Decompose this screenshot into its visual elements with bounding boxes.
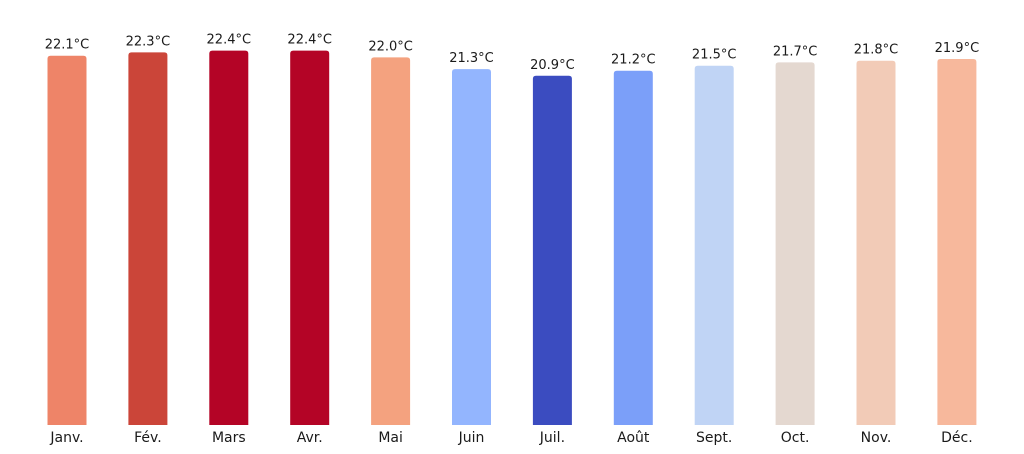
x-tick-label-7: Juil. — [539, 430, 565, 446]
value-label-3: 22.4°C — [207, 33, 252, 48]
value-label-12: 21.9°C — [935, 41, 980, 56]
bar-5 — [371, 57, 411, 426]
x-tick-label-10: Oct. — [781, 430, 810, 446]
bar-6 — [452, 69, 491, 425]
x-tick-label-9: Sept. — [696, 430, 732, 446]
x-tick-label-8: Août — [617, 430, 650, 446]
value-label-1: 22.1°C — [45, 38, 90, 53]
x-tick-label-5: Mai — [378, 430, 403, 446]
value-label-7: 20.9°C — [530, 58, 575, 73]
x-tick-label-3: Mars — [212, 430, 246, 446]
x-tick-label-12: Déc. — [941, 430, 973, 446]
bar-8 — [613, 70, 653, 425]
bar-3 — [209, 50, 249, 426]
x-tick-label-2: Fév. — [134, 430, 162, 446]
value-label-9: 21.5°C — [692, 48, 737, 63]
value-label-5: 22.0°C — [368, 39, 413, 54]
x-tick-label-6: Juin — [458, 430, 485, 446]
value-label-6: 21.3°C — [449, 51, 494, 66]
x-tick-labels-layer: Janv. Fév. Mars Avr. Mai Juin Juil. Août Sept. Oc… — [49, 430, 972, 446]
value-label-2: 22.3°C — [126, 34, 171, 49]
x-tick-label-1: Janv. — [49, 430, 83, 446]
bar-4 — [290, 50, 330, 426]
bar-9 — [694, 65, 734, 425]
bar-11 — [856, 60, 896, 426]
value-label-11: 21.8°C — [854, 43, 899, 58]
value-label-10: 21.7°C — [773, 44, 818, 59]
x-tick-label-4: Avr. — [297, 430, 323, 446]
value-label-8: 21.2°C — [611, 53, 656, 68]
value-labels-layer: 22.1°C 22.3°C 22.4°C 22.4°C 22.0°C 21.3°C 20.9… — [45, 33, 979, 73]
x-tick-label-11: Nov. — [861, 430, 892, 446]
bars-layer — [47, 50, 977, 426]
bar-1 — [47, 55, 87, 426]
value-label-4: 22.4°C — [287, 33, 332, 48]
bar-10 — [775, 62, 815, 425]
bar-12 — [937, 59, 977, 425]
bar-7 — [532, 75, 572, 425]
bar-2 — [128, 52, 168, 426]
